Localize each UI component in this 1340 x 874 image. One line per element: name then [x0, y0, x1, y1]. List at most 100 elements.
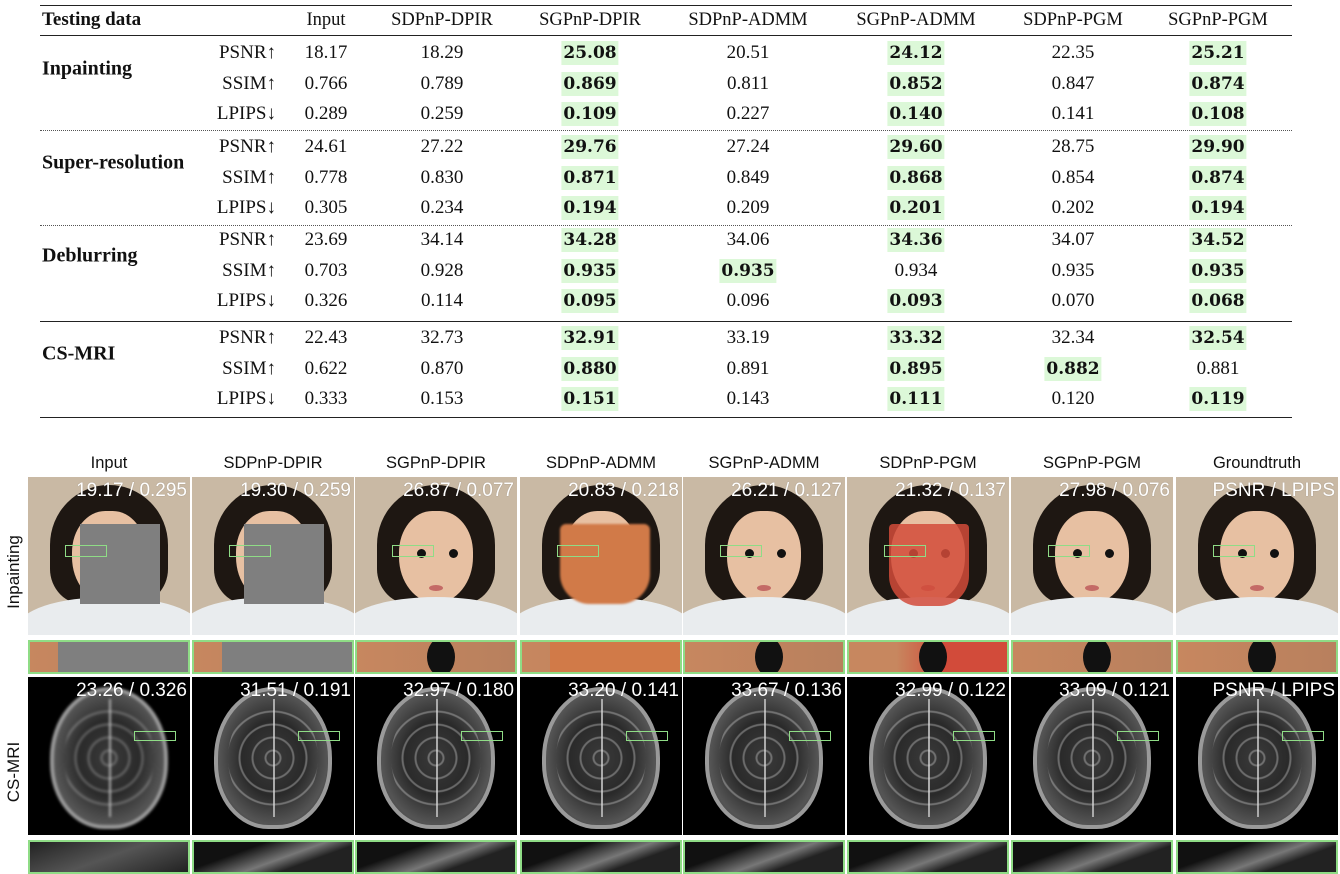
value-cell: 0.120: [1051, 388, 1095, 409]
best-value-cell: 0.935: [719, 258, 777, 283]
value-cell: 0.305: [304, 197, 348, 218]
mri-image: 33.09 / 0.121: [1011, 677, 1173, 835]
value-cell: 0.289: [304, 103, 348, 124]
best-value-cell: 0.874: [1189, 165, 1247, 190]
value-cell: 0.811: [726, 72, 770, 94]
value-cell: 32.34: [1051, 327, 1095, 348]
zoom-strip: [1011, 640, 1173, 674]
zoom-region-box: [65, 545, 107, 557]
mouth-shape: [1085, 585, 1099, 591]
strip-eye: [427, 642, 455, 672]
figure-column-title: SDPnP-PGM: [879, 454, 977, 472]
zoom-region-box: [1048, 545, 1090, 557]
zoom-strip: [1176, 840, 1338, 874]
best-value-cell: 0.119: [1189, 387, 1247, 411]
value-cell: 23.69: [304, 229, 348, 250]
best-value-cell: 32.54: [1189, 326, 1247, 350]
best-value-cell: 0.852: [887, 71, 945, 96]
score-label: 31.51 / 0.191: [240, 680, 351, 701]
value-cell: 0.891: [726, 357, 770, 379]
score-label: 26.87 / 0.077: [403, 480, 514, 501]
zoom-region-box: [1117, 731, 1159, 741]
eye-right: [449, 549, 458, 558]
mouth-shape: [1250, 585, 1264, 591]
metric-label: PSNR↑: [218, 327, 276, 348]
value-cell: 0.881: [1196, 357, 1240, 379]
zoom-region-box: [720, 545, 762, 557]
zoom-strip: [520, 640, 682, 674]
mri-image: 32.99 / 0.122: [847, 677, 1009, 835]
value-cell: 18.29: [420, 42, 464, 63]
zoom-region-box: [229, 545, 271, 557]
eye-right: [777, 549, 786, 558]
value-cell: 32.73: [420, 327, 464, 348]
best-value-cell: 0.874: [1189, 71, 1247, 96]
group-separator: [40, 130, 1292, 131]
column-header: SGPnP-ADMM: [856, 10, 976, 30]
inpainting-artifact: [560, 524, 650, 604]
value-cell: 0.153: [420, 388, 464, 409]
zoom-region-box: [298, 731, 340, 741]
best-value-cell: 0.871: [561, 165, 619, 190]
face-image: 26.87 / 0.077: [355, 477, 517, 635]
mri-image: 32.97 / 0.180: [355, 677, 517, 835]
score-label: PSNR / LPIPS: [1212, 480, 1336, 501]
inpainting-mask: [244, 524, 324, 604]
group-label: Inpainting: [42, 57, 133, 80]
value-cell: 0.234: [420, 197, 464, 218]
zoom-strip: [355, 640, 517, 674]
best-value-cell: 0.895: [887, 356, 945, 381]
value-cell: 28.75: [1051, 136, 1095, 157]
best-value-cell: 0.194: [561, 196, 619, 220]
strip-eye: [1083, 642, 1111, 672]
value-cell: 18.17: [304, 42, 348, 63]
metric-label: SSIM↑: [222, 72, 276, 94]
eye-right: [1270, 549, 1279, 558]
header-rule: [40, 35, 1292, 36]
best-value-cell: 0.868: [887, 165, 945, 190]
eye-right: [1105, 549, 1114, 558]
best-value-cell: 32.91: [561, 326, 619, 350]
best-value-cell: 25.08: [561, 41, 619, 65]
header-testing-data: Testing data: [42, 9, 142, 30]
score-label: 20.83 / 0.218: [568, 480, 679, 501]
mouth-shape: [757, 585, 771, 591]
value-cell: 0.202: [1051, 197, 1095, 218]
eye-left: [745, 549, 754, 558]
best-value-cell: 0.151: [561, 387, 619, 411]
zoom-region-box: [134, 731, 176, 741]
zoom-region-box: [789, 731, 831, 741]
value-cell: 0.333: [304, 388, 348, 409]
shirt-shape: [1011, 597, 1173, 635]
value-cell: 34.07: [1051, 229, 1095, 250]
value-cell: 0.854: [1051, 166, 1095, 188]
zoom-strip: [28, 640, 190, 674]
best-value-cell: 34.52: [1189, 228, 1247, 252]
face-image: 19.30 / 0.259: [192, 477, 354, 635]
metric-label: SSIM↑: [222, 259, 276, 281]
brain-scan: [214, 687, 332, 829]
metric-label: LPIPS↓: [216, 388, 276, 409]
score-label: 33.09 / 0.121: [1059, 680, 1170, 701]
zoom-strip: [28, 840, 190, 874]
metric-label: LPIPS↓: [216, 103, 276, 124]
score-label: PSNR / LPIPS: [1212, 680, 1336, 701]
value-cell: 0.789: [420, 72, 464, 94]
strip-mask: [550, 642, 680, 672]
zoom-strip: [520, 840, 682, 874]
value-cell: 24.61: [304, 136, 348, 157]
value-cell: 0.096: [726, 290, 770, 311]
value-cell: 0.114: [420, 290, 464, 311]
brain-scan: [50, 687, 168, 829]
zoom-region-box: [392, 545, 434, 557]
value-cell: 20.51: [726, 42, 770, 63]
figure-column-title: SDPnP-DPIR: [223, 454, 323, 472]
strip-eye: [1248, 642, 1276, 672]
value-cell: 0.143: [726, 388, 770, 409]
best-value-cell: 34.36: [887, 228, 945, 252]
brain-scan: [869, 687, 987, 829]
zoom-region-box: [884, 545, 926, 557]
metric-label: LPIPS↓: [216, 197, 276, 218]
score-label: 26.21 / 0.127: [731, 480, 842, 501]
zoom-region-box: [953, 731, 995, 741]
